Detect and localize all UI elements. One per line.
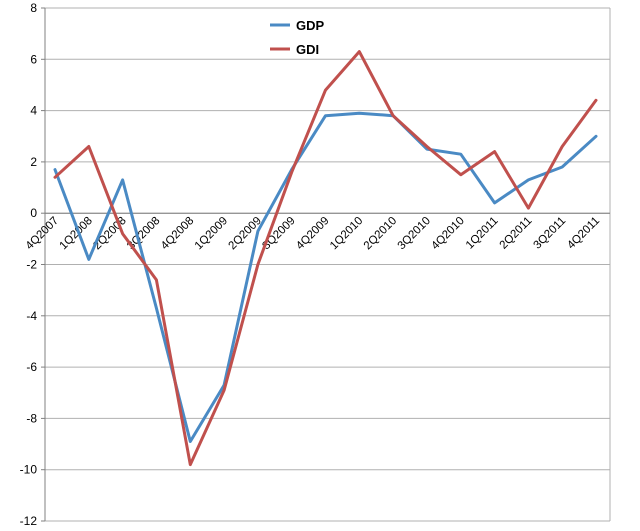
x-tick-label: 4Q2011 xyxy=(565,215,602,252)
x-tick-label: 2Q2011 xyxy=(498,215,535,252)
x-tick-label: 1Q2011 xyxy=(464,215,501,252)
y-tick-label: 8 xyxy=(30,1,37,15)
y-tick-label: -10 xyxy=(20,463,38,477)
y-axis: 8 6 4 2 0 -2 -4 -6 -8 -10 -12 xyxy=(20,1,46,528)
legend: GDP GDI xyxy=(270,18,325,57)
y-tick-label: -2 xyxy=(26,258,37,272)
x-tick-label: 1Q2009 xyxy=(193,215,230,252)
y-tick-label: -8 xyxy=(26,411,37,425)
series-line-gdi xyxy=(53,50,598,467)
y-tick-label: -12 xyxy=(20,514,38,528)
x-tick-label: 3Q2010 xyxy=(396,215,433,252)
y-tick-label: -4 xyxy=(26,309,37,323)
x-tick-label: 2Q2010 xyxy=(362,215,399,252)
x-tick-label: 4Q2010 xyxy=(429,215,466,252)
x-tick-label: 4Q2009 xyxy=(294,215,331,252)
legend-label-gdp: GDP xyxy=(296,18,325,33)
gridlines xyxy=(45,7,611,522)
y-tick-label: -6 xyxy=(26,360,37,374)
y-tick-label: 0 xyxy=(30,206,37,220)
x-tick-label: 4Q2007 xyxy=(24,215,61,252)
x-tick-label: 3Q2011 xyxy=(531,215,568,252)
series-lines xyxy=(53,50,598,467)
x-axis: 4Q20071Q20082Q20083Q20084Q20081Q20092Q20… xyxy=(24,212,610,252)
legend-label-gdi: GDI xyxy=(296,42,319,57)
y-tick-label: 6 xyxy=(30,52,37,66)
y-tick-label: 4 xyxy=(30,104,37,118)
x-tick-label: 1Q2010 xyxy=(328,215,365,252)
x-tick-label: 1Q2008 xyxy=(58,215,95,252)
x-tick-label: 4Q2008 xyxy=(159,215,196,252)
y-tick-label: 2 xyxy=(30,155,37,169)
series-line-gdp xyxy=(53,111,598,443)
